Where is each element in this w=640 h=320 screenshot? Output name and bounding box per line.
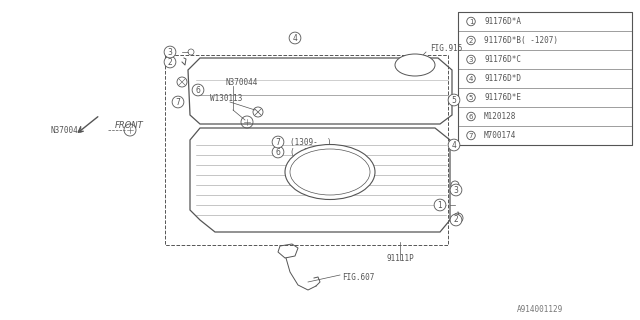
Text: 4: 4 xyxy=(469,76,473,82)
Text: 91176D*E: 91176D*E xyxy=(484,93,521,102)
Text: 6: 6 xyxy=(196,85,200,94)
Text: 2: 2 xyxy=(168,58,172,67)
Text: ( -1308): ( -1308) xyxy=(290,148,327,156)
Text: 91176D*D: 91176D*D xyxy=(484,74,521,83)
Text: 3: 3 xyxy=(454,186,458,195)
Text: N370044: N370044 xyxy=(225,77,257,86)
Text: 91111P: 91111P xyxy=(386,254,414,263)
Text: 6: 6 xyxy=(276,148,280,156)
Text: W130113: W130113 xyxy=(210,93,243,102)
Text: 1: 1 xyxy=(468,19,473,25)
Text: (1309-  ): (1309- ) xyxy=(290,138,332,147)
Text: 91176D*B( -1207): 91176D*B( -1207) xyxy=(484,36,558,45)
Text: 7: 7 xyxy=(468,132,473,139)
Text: 4: 4 xyxy=(452,140,456,149)
Text: 5: 5 xyxy=(452,95,456,105)
Text: 5: 5 xyxy=(469,94,473,100)
Text: N370044: N370044 xyxy=(50,125,83,134)
Text: 2: 2 xyxy=(469,37,473,44)
Text: 4: 4 xyxy=(292,34,298,43)
Text: A914001129: A914001129 xyxy=(517,306,563,315)
Text: FIG.915: FIG.915 xyxy=(430,44,462,52)
Text: 1: 1 xyxy=(438,201,442,210)
Text: FIG.607: FIG.607 xyxy=(342,273,374,282)
Text: 3: 3 xyxy=(168,47,172,57)
Text: 6: 6 xyxy=(468,114,473,119)
Text: 91176D*C: 91176D*C xyxy=(484,55,521,64)
Ellipse shape xyxy=(285,145,375,199)
Text: M120128: M120128 xyxy=(484,112,516,121)
Text: M700174: M700174 xyxy=(484,131,516,140)
Text: FRONT: FRONT xyxy=(115,121,144,130)
Text: 7: 7 xyxy=(276,138,280,147)
Text: 3: 3 xyxy=(468,57,473,62)
Ellipse shape xyxy=(395,54,435,76)
Text: 2: 2 xyxy=(454,215,458,225)
Text: 7: 7 xyxy=(175,98,180,107)
Text: 91176D*A: 91176D*A xyxy=(484,17,521,26)
